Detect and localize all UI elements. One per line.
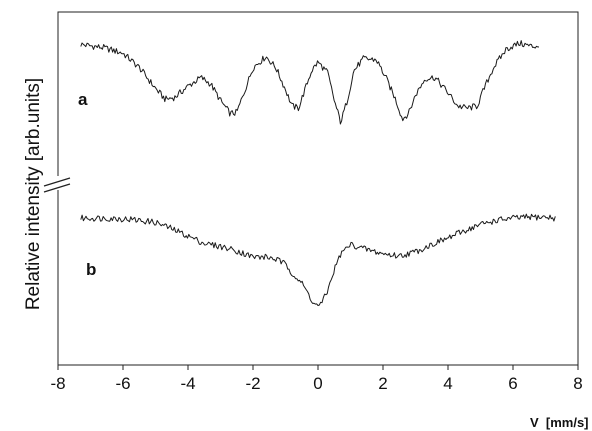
- x-tick-label: 6: [508, 374, 517, 393]
- x-tick-label: 2: [378, 374, 387, 393]
- series-line-a: [80, 40, 540, 125]
- x-tick-label: 0: [313, 374, 322, 393]
- y-axis-break-icon: [43, 176, 71, 193]
- x-tick-label: -2: [245, 374, 260, 393]
- x-tick-label: -4: [180, 374, 195, 393]
- series-line-b: [80, 213, 556, 306]
- x-axis: -8 -6 -4 -2 0 2 4 6 8: [50, 365, 583, 393]
- x-tick-label: 4: [443, 374, 452, 393]
- x-tick-label: -6: [115, 374, 130, 393]
- series-label-b: b: [86, 260, 96, 279]
- y-axis-label: Relative intensity [arb.units]: [23, 78, 44, 310]
- plot-frame: [57, 11, 579, 366]
- series-label-a: a: [78, 90, 88, 109]
- series-group: [80, 40, 556, 306]
- x-tick-label: -8: [50, 374, 65, 393]
- x-axis-label: V [mm/s]: [530, 415, 589, 430]
- x-tick-label: 8: [573, 374, 582, 393]
